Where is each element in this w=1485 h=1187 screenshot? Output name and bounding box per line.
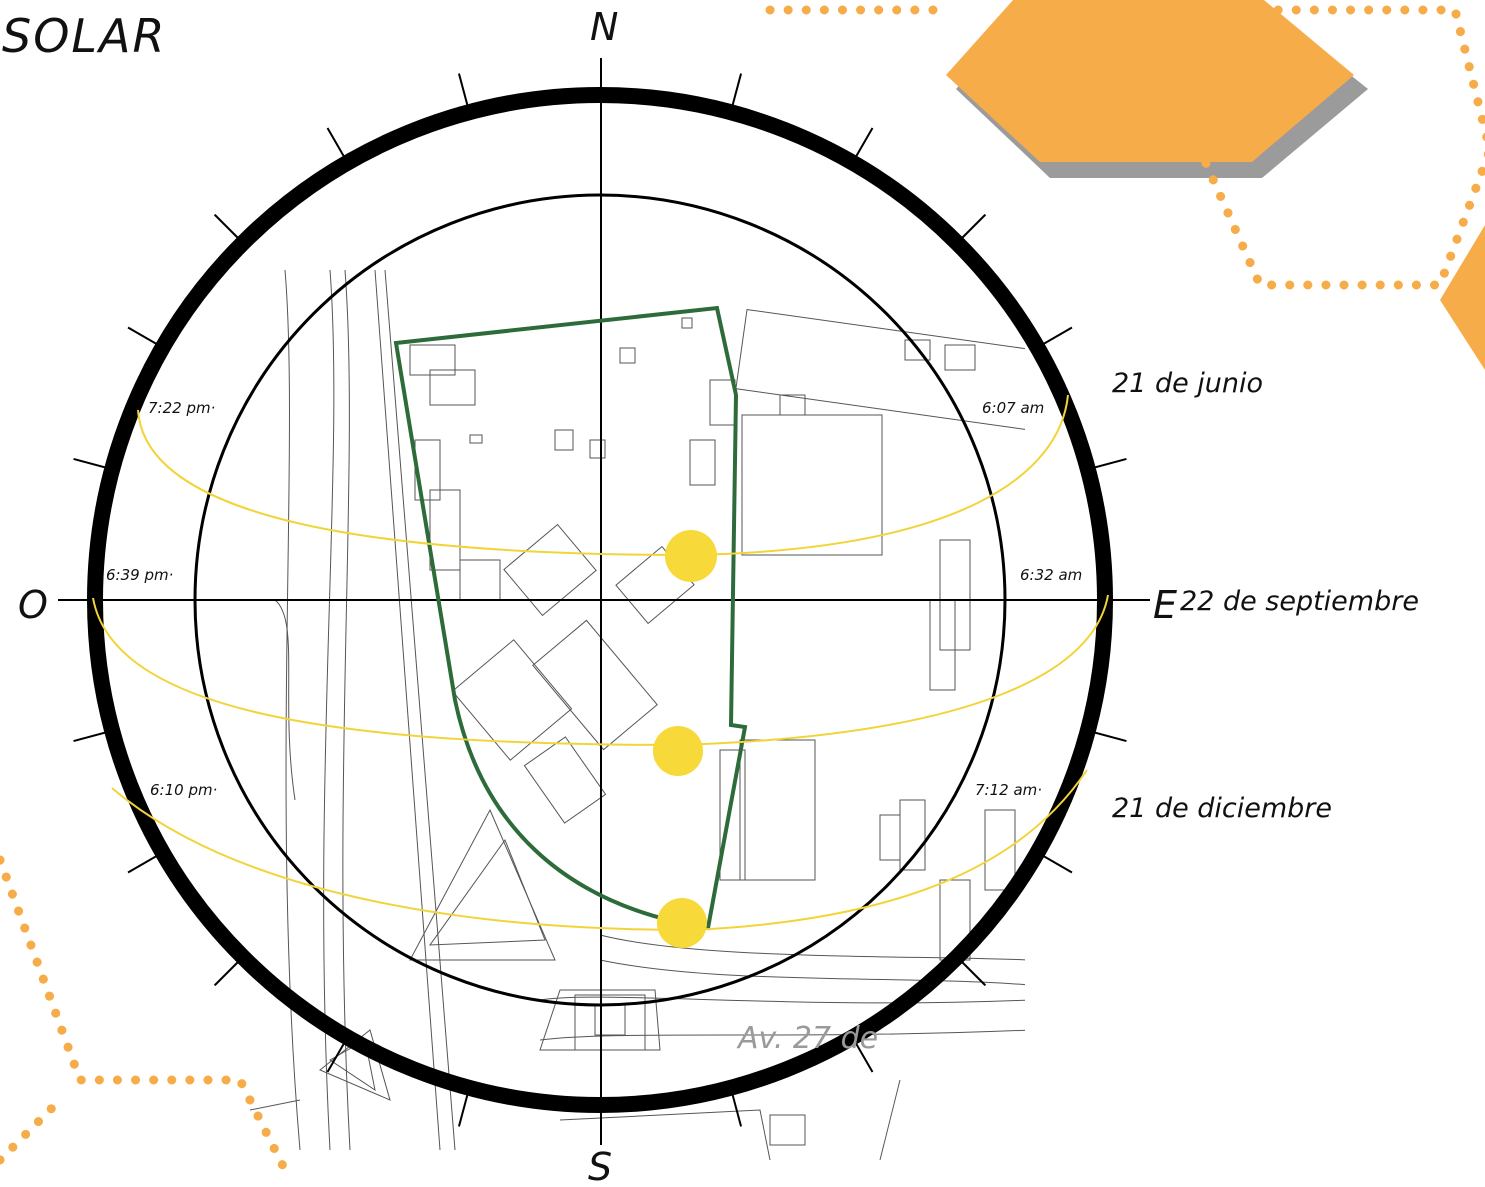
compass-tick	[1030, 848, 1073, 874]
dotted-hexagon-bottom	[0, 855, 295, 1185]
compass-tick	[457, 1080, 473, 1127]
sun-september	[653, 726, 703, 776]
compass-tick	[73, 727, 120, 743]
sunset-june: 7:22 pm·	[148, 399, 215, 417]
site-boundary	[393, 305, 748, 931]
sun-path-june	[137, 394, 1069, 557]
street-label: Av. 27 de	[736, 1021, 878, 1056]
compass-tick	[951, 213, 987, 249]
hexagon-decoration-bottom	[0, 855, 295, 1185]
hexagon-dotted	[1195, 5, 1485, 290]
compass-tick	[727, 1080, 743, 1127]
sunrise-september: 6:32 am	[1020, 566, 1082, 584]
hexagon-filled-small	[1440, 225, 1485, 370]
compass-tick	[127, 848, 170, 874]
compass-tick	[326, 127, 352, 170]
compass-tick	[1030, 326, 1073, 352]
compass-tick	[727, 73, 743, 120]
chart-title: SOLAR	[2, 9, 166, 63]
cardinal-south: S	[588, 1145, 612, 1187]
cardinal-east: E	[1153, 583, 1177, 627]
sunset-december: 6:10 pm·	[150, 781, 217, 799]
path-label-june: 21 de junio	[1112, 368, 1263, 399]
compass-ticks	[73, 73, 1127, 1127]
compass-tick	[951, 951, 987, 987]
sunrise-december: 7:12 am·	[975, 781, 1042, 799]
compass-tick	[1080, 457, 1127, 473]
cardinal-west: O	[18, 583, 48, 627]
compass-tick	[326, 1030, 352, 1073]
cardinal-north: N	[590, 5, 618, 49]
sunrise-june: 6:07 am	[982, 399, 1044, 417]
hexagon-decoration-top	[765, 0, 1485, 370]
path-label-september: 22 de septiembre	[1180, 586, 1419, 617]
path-label-december: 21 de diciembre	[1112, 793, 1332, 824]
sun-path-september	[92, 594, 1109, 747]
site-map	[249, 269, 1025, 1160]
compass-tick	[73, 457, 120, 473]
compass-tick	[457, 73, 473, 120]
sunset-september: 6:39 pm·	[106, 566, 173, 584]
sun-path-december	[111, 769, 1088, 932]
compass-tick	[848, 127, 874, 170]
compass-tick	[213, 951, 249, 987]
hexagon-filled	[946, 0, 1354, 162]
compass-tick	[127, 326, 170, 352]
compass-tick	[848, 1030, 874, 1073]
sun-december	[657, 898, 707, 948]
sun-june	[665, 530, 717, 582]
compass-tick	[213, 213, 249, 249]
dotted-hexagon-bottom-2	[0, 1095, 65, 1165]
compass-tick	[1080, 727, 1127, 743]
